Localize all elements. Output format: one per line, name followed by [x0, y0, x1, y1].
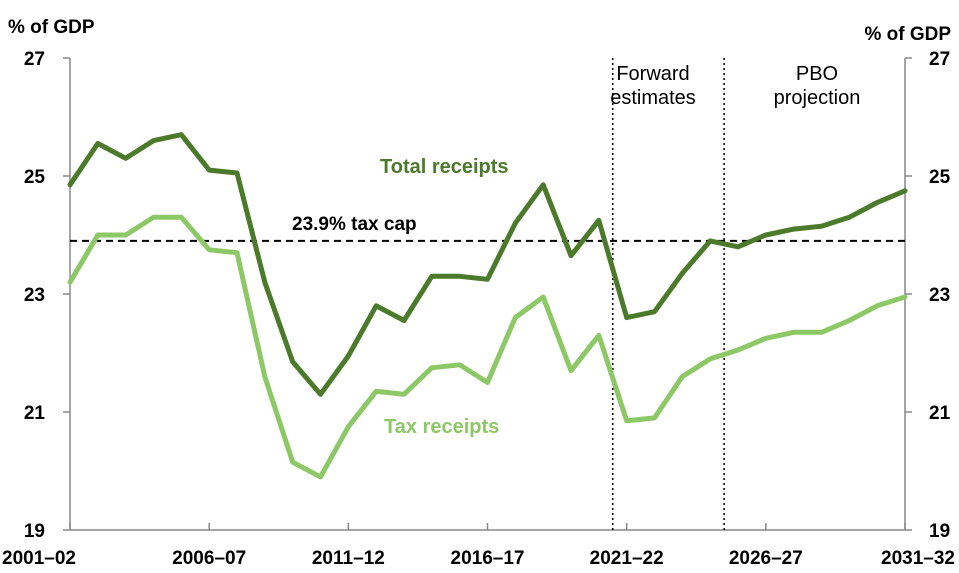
series-label-total-receipts: Total receipts	[380, 156, 509, 178]
right-axis-unit-label: % of GDP	[864, 24, 951, 45]
series-label-tax-receipts: Tax receipts	[384, 416, 499, 438]
period-marker-label: Forward	[616, 63, 689, 85]
x-tick-label: 2021–22	[590, 548, 664, 569]
left-axis-unit-label: % of GDP	[8, 17, 95, 38]
y-tick-label-right: 25	[929, 167, 951, 188]
y-tick-label-left: 27	[24, 49, 45, 70]
x-tick-label: 2006–07	[172, 548, 246, 569]
y-tick-label-left: 25	[24, 167, 46, 188]
y-tick-label-left: 19	[24, 521, 45, 542]
x-tick-label: 2016–17	[451, 548, 525, 569]
x-tick-label: 2031–32	[881, 548, 955, 569]
period-marker-label: PBO	[796, 63, 838, 85]
x-ticks: 2001–02 2006–07 2011–12 2016–17 2021–22 2026–…	[2, 523, 955, 569]
x-tick-label: 2001–02	[2, 548, 76, 569]
x-tick-label: 2011–12	[312, 548, 385, 569]
y-tick-label-right: 21	[929, 403, 951, 424]
x-tick-label: 2026–27	[729, 548, 803, 569]
tax-cap-label: 23.9% tax cap	[292, 214, 417, 235]
y-ticks-left: 19 21 23 25 27	[24, 49, 70, 542]
y-tick-label-right: 23	[929, 285, 950, 306]
period-marker-label: estimates	[610, 87, 696, 109]
y-tick-label-right: 19	[929, 521, 950, 542]
y-tick-label-left: 23	[24, 285, 45, 306]
y-tick-label-right: 27	[929, 49, 950, 70]
y-ticks-right: 19 21 23 25 27	[905, 49, 951, 542]
period-marker-label: projection	[774, 87, 861, 109]
series-line-tax-receipts	[67, 214, 908, 480]
y-tick-label-left: 21	[24, 403, 46, 424]
series-line-total-receipts	[67, 132, 908, 397]
